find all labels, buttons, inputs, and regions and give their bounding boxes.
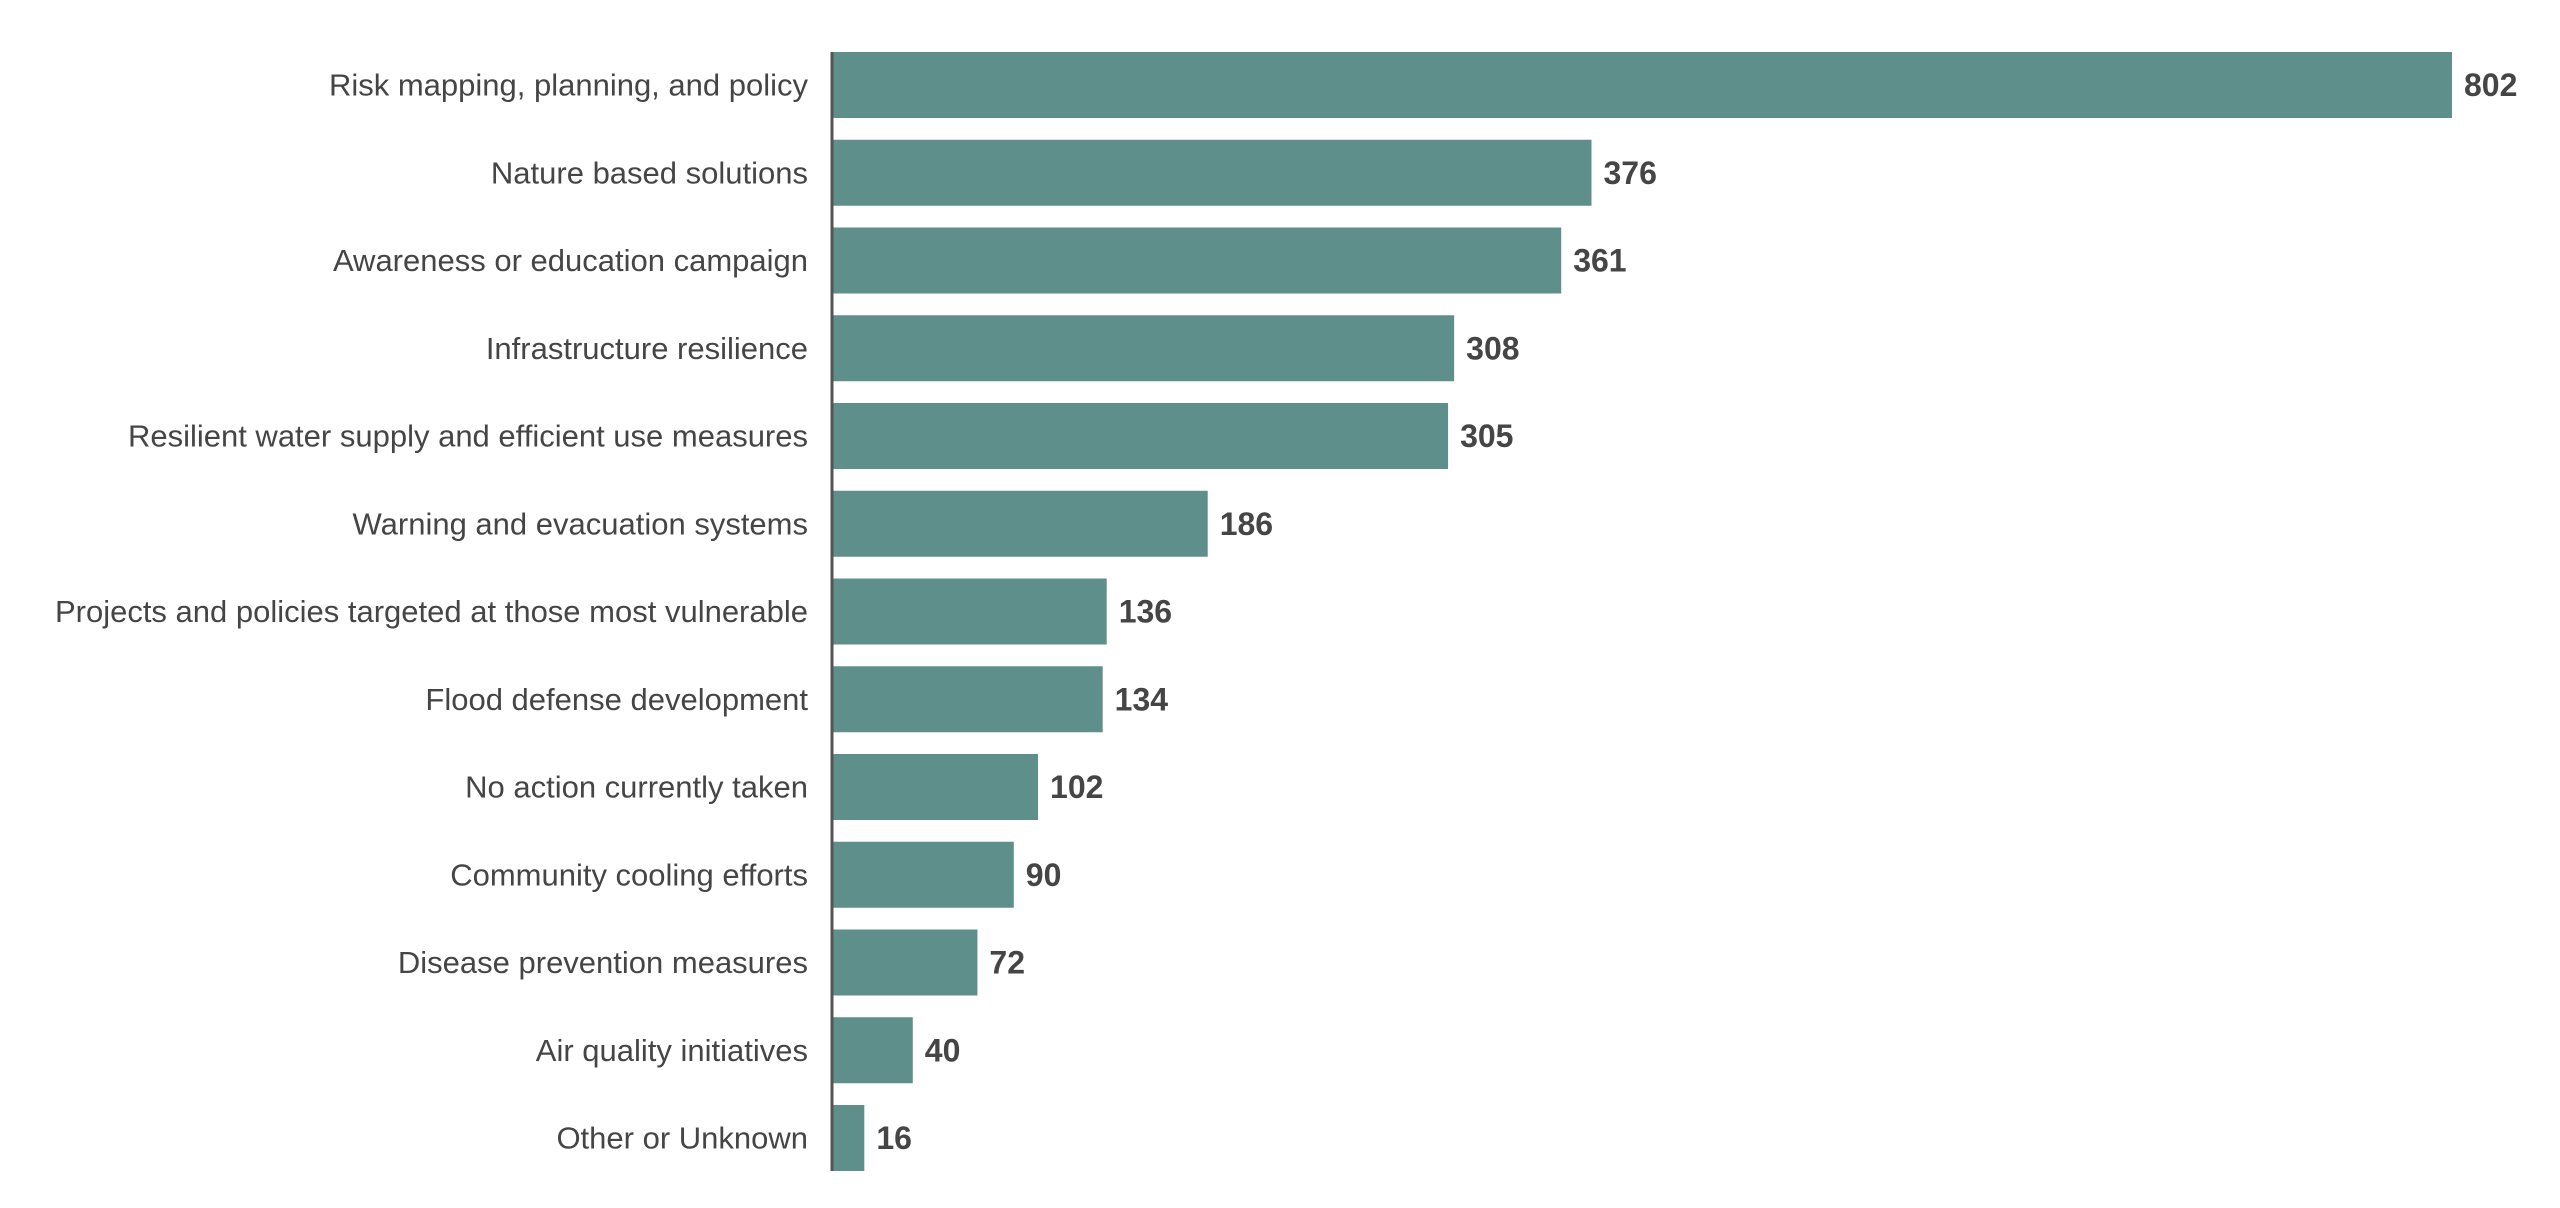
category-label: Risk mapping, planning, and policy xyxy=(329,68,809,103)
value-label: 40 xyxy=(925,1032,961,1068)
category-label: Disease prevention measures xyxy=(398,945,808,980)
category-label: Community cooling efforts xyxy=(450,857,808,892)
category-labels: Risk mapping, planning, and policy Nature… xyxy=(55,68,809,1156)
value-label: 90 xyxy=(1026,857,1062,893)
category-label: No action currently taken xyxy=(465,770,808,805)
bar xyxy=(832,578,1107,645)
bar xyxy=(832,227,1562,294)
category-label: Air quality initiatives xyxy=(536,1033,808,1068)
category-label: Warning and evacuation systems xyxy=(353,506,808,541)
value-label: 102 xyxy=(1050,769,1103,805)
category-label: Projects and policies targeted at those … xyxy=(55,594,808,629)
bar xyxy=(832,1017,913,1084)
value-label: 186 xyxy=(1220,506,1273,542)
value-label: 72 xyxy=(989,945,1025,981)
category-label: Infrastructure resilience xyxy=(486,331,808,366)
value-label: 16 xyxy=(876,1120,912,1156)
bar xyxy=(832,403,1449,469)
value-label: 308 xyxy=(1466,330,1519,366)
bar xyxy=(832,490,1208,557)
value-labels: 802 376 361 308 305 186 136 134 102 90 72 40 16 xyxy=(876,67,2517,1156)
bar xyxy=(832,1105,865,1171)
value-label: 305 xyxy=(1460,418,1513,454)
bars-layer xyxy=(832,52,2452,1171)
bar xyxy=(832,315,1455,382)
category-label: Resilient water supply and efficient use… xyxy=(128,419,808,454)
category-label: Nature based solutions xyxy=(491,155,808,190)
category-label: Flood defense development xyxy=(425,682,808,717)
bar xyxy=(832,929,978,996)
bar xyxy=(832,754,1039,820)
bar xyxy=(832,139,1592,206)
category-label: Awareness or education campaign xyxy=(333,243,808,278)
bar xyxy=(832,841,1014,908)
value-label: 376 xyxy=(1604,155,1657,191)
value-label: 136 xyxy=(1119,594,1172,630)
bar xyxy=(832,666,1103,733)
bar xyxy=(832,52,2452,118)
value-label: 134 xyxy=(1115,681,1169,717)
value-label: 802 xyxy=(2464,67,2517,103)
category-label: Other or Unknown xyxy=(556,1121,808,1156)
value-label: 361 xyxy=(1573,243,1626,279)
